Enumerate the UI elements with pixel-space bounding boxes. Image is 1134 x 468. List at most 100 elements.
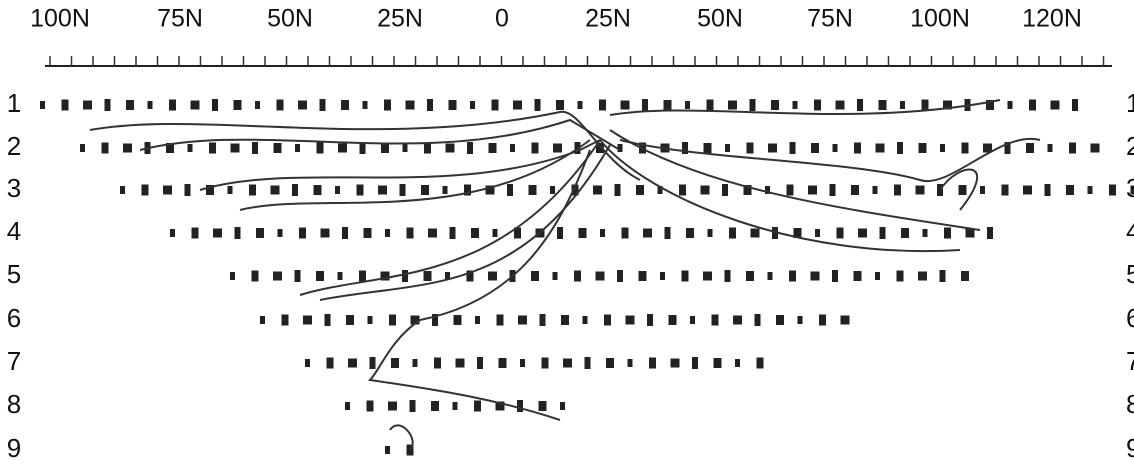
field-mark: [147, 101, 153, 109]
field-mark: [814, 99, 821, 111]
field-mark: [449, 227, 456, 239]
link-line: [89, 110, 641, 181]
field-mark: [789, 142, 796, 154]
field-mark: [767, 272, 773, 280]
field-mark: [627, 359, 633, 367]
field-mark: [488, 271, 497, 281]
field-mark: [1047, 144, 1053, 152]
field-mark: [341, 100, 349, 110]
field-mark: [703, 271, 712, 281]
field-mark: [754, 314, 761, 326]
field-mark: [706, 99, 714, 111]
field-mark: [399, 184, 406, 196]
field-mark: [510, 144, 515, 152]
field-mark: [316, 271, 324, 281]
field-mark: [553, 143, 562, 153]
field-mark: [492, 229, 498, 237]
field-mark: [771, 100, 779, 110]
field-mark: [584, 357, 591, 369]
field-mark: [464, 184, 471, 196]
field-mark: [141, 184, 149, 196]
field-mark: [389, 314, 396, 326]
field-mark: [578, 228, 587, 238]
field-mark: [792, 101, 798, 109]
field-mark: [713, 358, 722, 368]
field-mark: [517, 400, 523, 412]
field-mark: [337, 272, 343, 280]
field-mark: [514, 227, 521, 239]
field-mark: [381, 143, 389, 153]
field-mark: [184, 184, 191, 196]
field-mark: [808, 185, 817, 195]
field-mark: [378, 185, 387, 195]
field-mark: [1069, 142, 1076, 154]
axis-label: 0: [495, 5, 509, 33]
field-mark: [209, 142, 216, 154]
field-mark: [169, 99, 176, 111]
field-mark: [273, 271, 282, 281]
field-mark: [1072, 99, 1078, 111]
field-mark: [273, 143, 282, 153]
field-mark: [606, 358, 614, 368]
axis-label: 25N: [377, 5, 423, 33]
field-mark: [746, 271, 754, 281]
field-mark: [455, 358, 465, 368]
field-mark: [539, 314, 546, 326]
field-mark: [958, 185, 967, 195]
field-mark: [335, 186, 340, 194]
field-mark: [725, 144, 730, 152]
field-mark: [561, 315, 569, 325]
field-mark: [120, 186, 125, 194]
link-line: [299, 139, 601, 296]
field-mark: [692, 357, 698, 369]
field-mark: [513, 100, 522, 110]
field-mark: [212, 99, 218, 111]
row-label: 1: [7, 88, 21, 118]
axis-label: 75N: [807, 5, 853, 33]
field-mark: [498, 358, 507, 368]
link-line: [239, 139, 591, 211]
field-mark: [918, 271, 927, 281]
field-mark: [835, 100, 845, 110]
field-mark: [980, 186, 985, 194]
field-mark: [206, 185, 214, 195]
field-mark: [534, 99, 541, 111]
field-mark: [649, 357, 656, 369]
field-mark: [556, 100, 564, 110]
field-mark: [363, 228, 372, 238]
field-mark: [987, 227, 993, 239]
field-mark: [735, 359, 740, 367]
row-label: 3: [1126, 173, 1134, 203]
field-mark: [298, 100, 307, 110]
field-mark: [940, 144, 945, 152]
field-mark: [431, 401, 439, 411]
field-mark: [690, 316, 695, 324]
field-mark: [230, 272, 235, 280]
connecting-lines: [89, 99, 1041, 451]
field-mark: [410, 315, 420, 325]
field-mark: [276, 99, 284, 111]
field-mark: [577, 101, 583, 109]
row-label: 8: [1126, 389, 1134, 419]
link-line: [389, 424, 414, 451]
field-mark: [391, 358, 399, 368]
field-mark: [875, 272, 880, 280]
field-mark: [918, 143, 927, 153]
field-mark: [518, 315, 527, 325]
field-mark: [729, 227, 736, 239]
field-mark: [811, 143, 819, 153]
field-mark: [104, 99, 111, 111]
field-mark: [878, 100, 887, 110]
field-mark: [939, 270, 946, 282]
field-mark: [412, 359, 418, 367]
field-mark: [965, 228, 975, 238]
row-label: 6: [7, 303, 21, 333]
field-mark: [402, 270, 408, 282]
field-mark: [875, 143, 885, 153]
field-mark: [851, 185, 859, 195]
field-mark: [793, 228, 802, 238]
field-mark: [858, 228, 867, 238]
field-mark: [944, 227, 951, 239]
field-mark: [854, 142, 861, 154]
field-mark: [424, 142, 431, 154]
